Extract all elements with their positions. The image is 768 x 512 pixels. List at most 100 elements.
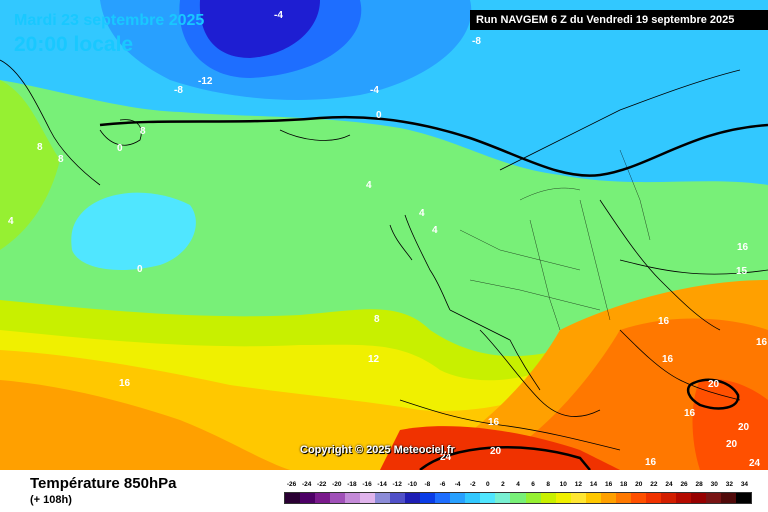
isotherm-label: -8	[174, 85, 183, 96]
temperature-map: -4 -8 -8 -12 -4 0 0 4 4 4 4 8 8 8 8 0 12…	[0, 0, 768, 470]
isotherm-label: 20	[726, 439, 738, 450]
isotherm-label: 20	[490, 446, 502, 457]
isotherm-label: 16	[488, 417, 500, 428]
color-scale-swatch	[375, 493, 391, 503]
color-scale-swatch	[405, 493, 421, 503]
color-scale-labels: -26 -24 -22 -20 -18 -16 -14 -12 -10 -8 -6 -4 -2 0 2 4 6 8…	[284, 481, 752, 491]
color-scale-swatch	[510, 493, 526, 503]
isotherm-label: 16	[737, 242, 749, 253]
isotherm-label: 24	[749, 458, 761, 469]
color-scale-label: 20	[635, 481, 643, 488]
forecast-date: Mardi 23 septembre 2025	[14, 12, 205, 29]
borders	[459, 149, 651, 331]
isotherm-label: 4	[8, 216, 14, 227]
color-scale-bar	[284, 492, 752, 504]
isotherm-label: 20	[738, 422, 750, 433]
isotherm-20	[686, 378, 740, 410]
isotherm-label: 16	[662, 354, 674, 365]
color-scale-label: -8	[424, 481, 431, 488]
color-scale-swatch	[285, 493, 301, 503]
isotherm-label: 8	[140, 126, 146, 137]
isotherm-label: -4	[274, 10, 283, 21]
color-scale-label: -24	[301, 481, 312, 488]
model-run-banner: Run NAVGEM 6 Z du Vendredi 19 septembre …	[470, 10, 768, 30]
color-scale-swatch	[645, 493, 661, 503]
color-scale-swatch	[360, 493, 376, 503]
isotherm-label: 16	[658, 316, 670, 327]
color-scale-label: 34	[740, 481, 749, 488]
isotherm-label: 4	[419, 208, 425, 219]
color-scale-swatch	[720, 493, 736, 503]
color-scale-swatch	[345, 493, 361, 503]
isotherm-labels: -4 -8 -8 -12 -4 0 0 4 4 4 4 8 8 8 8 0 12…	[8, 10, 768, 469]
color-scale-label: 16	[604, 481, 613, 488]
color-scale-label: 26	[680, 481, 688, 488]
isotherm-zero	[99, 115, 768, 177]
color-scale-swatch	[735, 493, 751, 503]
color-scale-label: -2	[469, 481, 476, 488]
color-scale-label: 10	[559, 481, 567, 488]
hottest-east	[692, 379, 768, 470]
color-scale: -26 -24 -22 -20 -18 -16 -14 -12 -10 -8 -6 -4 -2 0 2 4 6 8…	[284, 481, 752, 507]
hot-band	[0, 380, 290, 470]
color-scale-label: -16	[362, 481, 372, 488]
isotherm-label: 20	[708, 379, 720, 390]
color-scale-swatch	[570, 493, 586, 503]
color-scale-swatch	[420, 493, 436, 503]
isotherm-label: 16	[756, 337, 768, 348]
color-scale-swatch	[600, 493, 616, 503]
color-scale-label: 32	[725, 481, 733, 488]
color-scale-label: 6	[531, 481, 535, 488]
color-scale-label: 0	[485, 481, 490, 488]
color-scale-label: 28	[695, 481, 703, 488]
isotherm-label: 16	[684, 408, 696, 419]
color-scale-label: 12	[574, 481, 582, 488]
color-scale-swatch	[390, 493, 406, 503]
isotherm-label: 0	[376, 110, 382, 121]
color-scale-label: 18	[620, 481, 628, 488]
isotherm-24	[419, 446, 591, 470]
color-scale-swatch	[660, 493, 676, 503]
forecast-hour: (+ 108h)	[30, 494, 72, 506]
isotherm-label: 8	[37, 142, 43, 153]
isotherm-label: 12	[368, 354, 380, 365]
color-scale-label: 24	[665, 481, 673, 488]
coastlines	[0, 59, 768, 451]
forecast-time: 20:00 locale	[14, 33, 134, 56]
parameter-title: Température 850hPa	[30, 475, 177, 492]
color-scale-swatch	[585, 493, 601, 503]
isotherm-label: 4	[366, 180, 372, 191]
color-scale-swatch	[315, 493, 331, 503]
color-scale-label: -14	[377, 481, 387, 488]
color-scale-swatch	[465, 493, 481, 503]
color-scale-swatch	[690, 493, 706, 503]
color-scale-label: 4	[516, 481, 520, 488]
color-scale-swatch	[480, 493, 496, 503]
isotherm-label: 16	[645, 457, 657, 468]
color-scale-swatch	[435, 493, 451, 503]
color-scale-label: 14	[589, 481, 598, 488]
color-scale-label: -20	[332, 481, 342, 488]
color-scale-swatch	[675, 493, 691, 503]
legend-footer: Température 850hPa (+ 108h) -2 6 -24 -22 -20…	[0, 470, 768, 512]
color-scale-swatch	[540, 493, 556, 503]
color-scale-label: 30	[710, 481, 718, 488]
coldest-core	[199, 0, 320, 58]
color-scale-label: -6	[439, 481, 446, 488]
color-scale-label: -22	[317, 481, 327, 488]
color-scale-label: 2	[501, 481, 505, 488]
color-scale-label: -12	[392, 481, 402, 488]
color-scale-label: -10	[407, 481, 418, 488]
copyright-notice: Copyright © 2025 Meteociel.fr	[300, 444, 455, 456]
color-scale-swatch	[450, 493, 466, 503]
color-scale-label: -18	[347, 481, 357, 488]
isotherm-label: 8	[374, 314, 380, 325]
color-scale-label: 22	[650, 481, 658, 488]
color-scale-swatch	[525, 493, 541, 503]
isotherm-label: 8	[58, 154, 64, 165]
isotherm-label: 15	[736, 266, 748, 277]
isotherm-label: -12	[198, 76, 213, 87]
color-scale-label: -4	[454, 481, 461, 488]
isotherm-label: 0	[117, 143, 123, 154]
atlantic-low	[71, 192, 196, 270]
